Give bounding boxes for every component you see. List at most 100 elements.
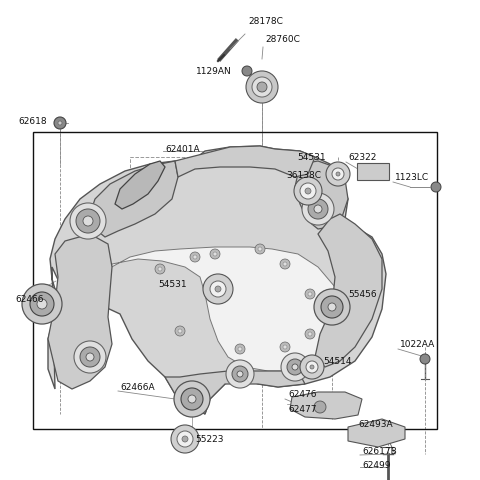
Circle shape	[155, 264, 165, 275]
Polygon shape	[165, 371, 305, 414]
Text: 62493A: 62493A	[358, 420, 393, 429]
Circle shape	[246, 72, 278, 104]
Polygon shape	[90, 162, 178, 238]
Text: 62477: 62477	[288, 405, 316, 414]
Text: 62322: 62322	[348, 153, 376, 162]
Bar	[130, 157, 300, 215]
Circle shape	[181, 388, 203, 410]
Circle shape	[215, 287, 221, 292]
Circle shape	[314, 289, 350, 325]
Circle shape	[193, 255, 197, 260]
Circle shape	[308, 200, 328, 219]
Circle shape	[171, 425, 199, 453]
Circle shape	[235, 344, 245, 354]
Circle shape	[213, 252, 217, 256]
Circle shape	[328, 303, 336, 312]
Text: 36138C: 36138C	[286, 170, 321, 179]
Circle shape	[287, 359, 303, 375]
Text: 1129AN: 1129AN	[196, 67, 232, 76]
Text: 62618: 62618	[18, 117, 47, 126]
Circle shape	[58, 122, 62, 126]
Polygon shape	[48, 235, 112, 389]
Circle shape	[302, 193, 334, 226]
Text: 28178C: 28178C	[248, 17, 283, 26]
Circle shape	[257, 83, 267, 93]
Circle shape	[305, 289, 315, 300]
Circle shape	[174, 381, 210, 417]
Circle shape	[203, 275, 233, 304]
Circle shape	[314, 205, 322, 214]
Circle shape	[305, 189, 311, 194]
Circle shape	[292, 364, 298, 370]
Circle shape	[283, 345, 287, 349]
Bar	[33, 133, 437, 429]
Circle shape	[80, 347, 100, 367]
Text: 55223: 55223	[195, 434, 224, 444]
Text: 62401A: 62401A	[165, 145, 200, 154]
Text: 1123LC: 1123LC	[395, 173, 429, 182]
Circle shape	[420, 354, 430, 364]
Polygon shape	[48, 147, 386, 414]
Circle shape	[54, 118, 66, 130]
Circle shape	[306, 361, 318, 373]
Text: 1022AA: 1022AA	[400, 340, 435, 349]
Circle shape	[255, 244, 265, 254]
Circle shape	[232, 366, 248, 382]
Circle shape	[175, 326, 185, 336]
Circle shape	[431, 182, 441, 192]
Polygon shape	[290, 392, 362, 419]
Circle shape	[300, 184, 316, 200]
Circle shape	[238, 347, 242, 351]
Polygon shape	[315, 215, 382, 367]
Circle shape	[188, 395, 196, 403]
Circle shape	[305, 329, 315, 339]
Circle shape	[326, 163, 350, 187]
Circle shape	[76, 210, 100, 234]
Circle shape	[74, 341, 106, 373]
Circle shape	[190, 252, 200, 263]
Circle shape	[237, 371, 243, 377]
Circle shape	[308, 292, 312, 296]
Polygon shape	[82, 248, 342, 371]
Circle shape	[336, 173, 340, 177]
Circle shape	[242, 67, 252, 77]
Circle shape	[226, 360, 254, 388]
Circle shape	[258, 248, 262, 252]
Text: 62476: 62476	[288, 390, 316, 399]
Circle shape	[300, 355, 324, 379]
Text: 62466: 62466	[15, 295, 44, 304]
Text: 54514: 54514	[323, 357, 351, 366]
Circle shape	[252, 78, 272, 98]
Circle shape	[83, 216, 93, 227]
Circle shape	[158, 267, 162, 271]
Circle shape	[308, 332, 312, 336]
Circle shape	[22, 284, 62, 324]
Circle shape	[283, 263, 287, 266]
Polygon shape	[175, 147, 315, 178]
Text: 62499: 62499	[362, 460, 391, 469]
Circle shape	[314, 401, 326, 413]
Circle shape	[182, 436, 188, 442]
Circle shape	[178, 329, 182, 333]
Circle shape	[210, 281, 226, 298]
Circle shape	[281, 353, 309, 381]
Circle shape	[177, 431, 193, 447]
Circle shape	[86, 353, 94, 361]
Text: 28760C: 28760C	[265, 36, 300, 45]
Text: 54531: 54531	[158, 280, 187, 289]
Polygon shape	[295, 162, 348, 229]
Circle shape	[332, 168, 344, 180]
Circle shape	[70, 204, 106, 240]
Text: 54531: 54531	[297, 153, 325, 162]
Circle shape	[210, 250, 220, 260]
Circle shape	[321, 296, 343, 318]
Circle shape	[280, 342, 290, 352]
Circle shape	[37, 300, 47, 310]
Circle shape	[280, 260, 290, 269]
Circle shape	[30, 292, 54, 316]
Text: 55456: 55456	[348, 290, 377, 299]
Circle shape	[310, 365, 314, 369]
Circle shape	[294, 178, 322, 205]
Text: 62466A: 62466A	[120, 383, 155, 392]
Polygon shape	[348, 419, 405, 447]
